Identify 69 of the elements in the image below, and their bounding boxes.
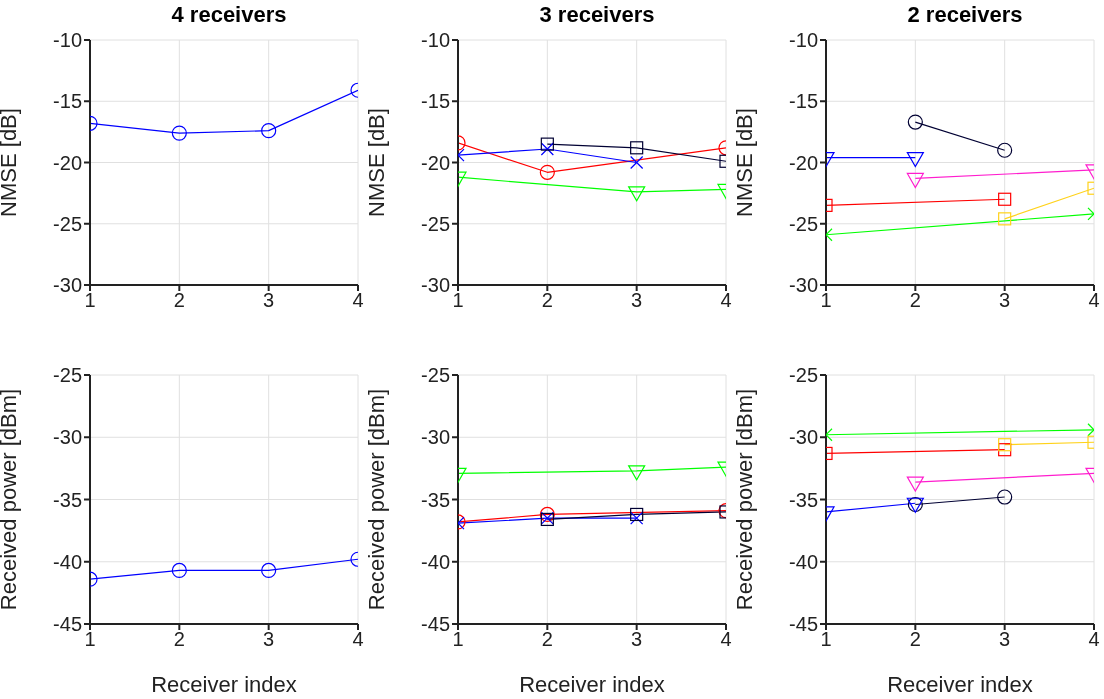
x-tick-label: 2 [909, 628, 921, 651]
y-axis-title: NMSE [dB] [731, 108, 757, 217]
chart-title: 4 receivers [170, 1, 288, 29]
y-tick-label: -10 [53, 29, 82, 52]
y-tick-label: -30 [53, 426, 82, 449]
x-tick-label: 2 [173, 628, 185, 651]
x-tick-label: 2 [173, 289, 185, 312]
x-tick-label: 3 [631, 628, 643, 651]
point [997, 142, 1013, 158]
y-tick-label: -45 [53, 613, 82, 636]
x-tick-label: 4 [352, 289, 364, 312]
y-tick-label: -15 [421, 90, 450, 113]
y-tick-label: -20 [53, 151, 82, 174]
chart-title: 2 receivers [906, 1, 1024, 29]
x-tick-label: 4 [352, 628, 364, 651]
y-tick-label: -10 [789, 29, 818, 52]
y-tick-label: -25 [421, 364, 450, 387]
y-tick-label: -30 [53, 274, 82, 297]
point [997, 489, 1013, 505]
x-tick-label: 3 [999, 289, 1011, 312]
y-axis-title: NMSE [dB] [363, 108, 389, 217]
y-tick-label: -35 [53, 488, 82, 511]
y-tick-label: -25 [421, 212, 450, 235]
x-tick-label: 2 [909, 289, 921, 312]
x-tick-label: 3 [999, 628, 1011, 651]
y-tick-label: -15 [789, 90, 818, 113]
x-axis-title: Receiver index [887, 672, 1033, 697]
x-tick-label: 4 [1088, 628, 1100, 651]
x-tick-label: 3 [631, 289, 643, 312]
y-tick-label: -35 [789, 488, 818, 511]
x-tick-label: 1 [84, 628, 96, 651]
x-tick-label: 3 [263, 628, 275, 651]
x-tick-label: 4 [1088, 289, 1100, 312]
y-tick-label: -35 [421, 488, 450, 511]
x-tick-label: 4 [720, 628, 732, 651]
y-axis-title: Received power [dBm] [363, 388, 389, 611]
y-tick-label: -30 [421, 426, 450, 449]
y-tick-label: -15 [53, 90, 82, 113]
x-tick-label: 1 [84, 289, 96, 312]
x-tick-label: 2 [541, 289, 553, 312]
y-tick-label: -10 [421, 29, 450, 52]
y-tick-label: -30 [421, 274, 450, 297]
y-tick-label: -20 [789, 151, 818, 174]
x-axis-title: Receiver index [151, 672, 297, 697]
x-tick-label: 1 [452, 628, 464, 651]
y-tick-label: -40 [789, 550, 818, 573]
x-tick-label: 1 [452, 289, 464, 312]
y-tick-label: -40 [53, 550, 82, 573]
y-tick-label: -25 [789, 212, 818, 235]
chart-title: 3 receivers [538, 1, 656, 29]
y-tick-label: -25 [53, 364, 82, 387]
point [907, 114, 923, 130]
y-axis-title: Received power [dBm] [731, 388, 757, 611]
x-axis-title: Receiver index [519, 672, 665, 697]
y-tick-label: -30 [789, 426, 818, 449]
y-tick-label: -45 [421, 613, 450, 636]
x-tick-label: 3 [263, 289, 275, 312]
y-tick-label: -40 [421, 550, 450, 573]
y-tick-label: -30 [789, 274, 818, 297]
x-tick-label: 1 [820, 289, 832, 312]
x-tick-label: 2 [541, 628, 553, 651]
y-tick-label: -25 [789, 364, 818, 387]
x-tick-label: 1 [820, 628, 832, 651]
y-tick-label: -20 [421, 151, 450, 174]
y-axis-title: Received power [dBm] [0, 388, 21, 611]
y-tick-label: -45 [789, 613, 818, 636]
y-axis-title: NMSE [dB] [0, 108, 21, 217]
x-tick-label: 4 [720, 289, 732, 312]
y-tick-label: -25 [53, 212, 82, 235]
